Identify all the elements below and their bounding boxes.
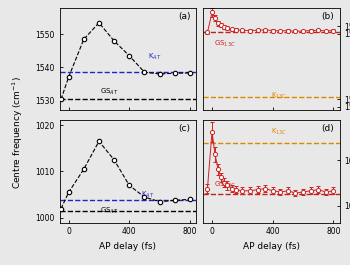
Text: K$_{AT}$: K$_{AT}$ [148,52,162,62]
Text: (c): (c) [178,125,191,134]
Text: GS$_{13C}$: GS$_{13C}$ [214,180,236,190]
Text: (d): (d) [321,125,334,134]
Text: GS$_{AT}$: GS$_{AT}$ [100,87,119,97]
Text: (a): (a) [178,12,191,21]
Text: K$_{AT}$: K$_{AT}$ [141,190,155,200]
Text: GS$_{13C}$: GS$_{13C}$ [214,39,236,49]
Text: K$_{13C}$: K$_{13C}$ [271,127,287,137]
X-axis label: AP delay (fs): AP delay (fs) [243,242,300,251]
Text: (b): (b) [321,12,334,21]
Text: K$_{13C}$: K$_{13C}$ [271,91,287,101]
Text: GS$_{AT}$: GS$_{AT}$ [100,205,119,216]
X-axis label: AP delay (fs): AP delay (fs) [99,242,156,251]
Text: Centre frequency (cm$^{-1}$): Centre frequency (cm$^{-1}$) [10,76,25,189]
